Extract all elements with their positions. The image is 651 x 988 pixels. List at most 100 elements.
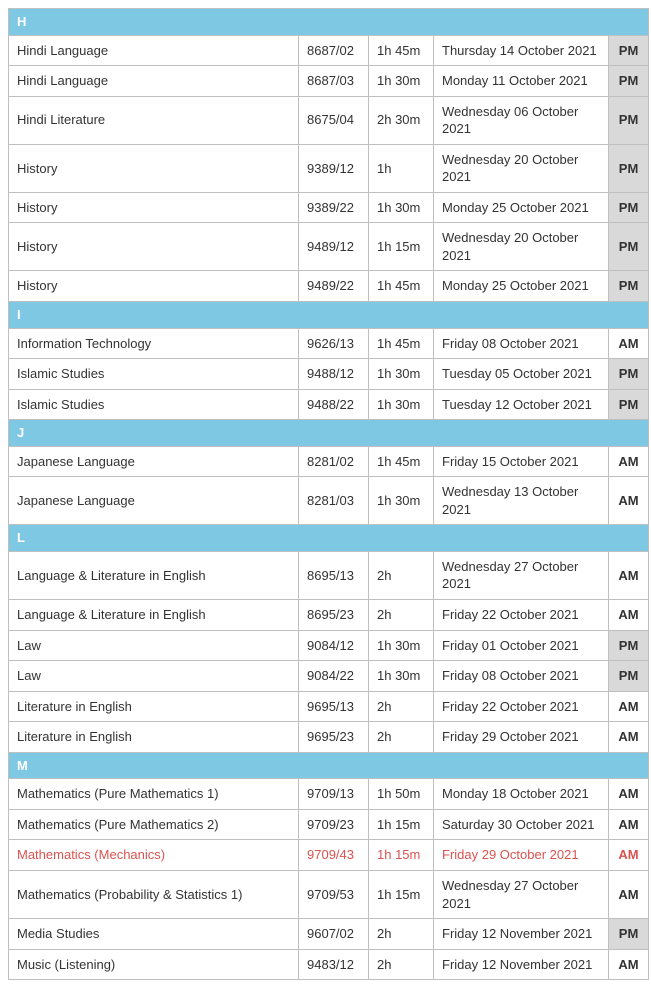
duration-cell: 2h [369, 722, 434, 753]
table-row: Mathematics (Pure Mathematics 1)9709/131… [9, 779, 649, 810]
subject-cell: History [9, 144, 299, 192]
date-cell: Monday 11 October 2021 [434, 66, 609, 97]
session-cell: AM [609, 722, 649, 753]
date-cell: Friday 29 October 2021 [434, 840, 609, 871]
code-cell: 9626/13 [299, 328, 369, 359]
session-cell: PM [609, 223, 649, 271]
subject-cell: Mathematics (Pure Mathematics 2) [9, 809, 299, 840]
code-cell: 8281/02 [299, 446, 369, 477]
duration-cell: 2h [369, 691, 434, 722]
duration-cell: 2h [369, 919, 434, 950]
date-cell: Friday 08 October 2021 [434, 661, 609, 692]
code-cell: 9695/23 [299, 722, 369, 753]
code-cell: 9489/12 [299, 223, 369, 271]
date-cell: Monday 25 October 2021 [434, 271, 609, 302]
code-cell: 9389/22 [299, 192, 369, 223]
exam-timetable: HHindi Language8687/021h 45mThursday 14 … [8, 8, 649, 980]
date-cell: Friday 12 November 2021 [434, 919, 609, 950]
date-cell: Friday 12 November 2021 [434, 949, 609, 980]
session-cell: PM [609, 271, 649, 302]
duration-cell: 1h 45m [369, 271, 434, 302]
duration-cell: 2h [369, 600, 434, 631]
duration-cell: 1h 45m [369, 328, 434, 359]
subject-cell: Mathematics (Probability & Statistics 1) [9, 870, 299, 918]
duration-cell: 2h [369, 551, 434, 599]
subject-cell: Literature in English [9, 722, 299, 753]
table-row: Islamic Studies9488/121h 30mTuesday 05 O… [9, 359, 649, 390]
session-cell: AM [609, 446, 649, 477]
subject-cell: History [9, 271, 299, 302]
code-cell: 8281/03 [299, 477, 369, 525]
subject-cell: Hindi Literature [9, 96, 299, 144]
section-header: J [9, 420, 649, 447]
table-row: History9489/221h 45mMonday 25 October 20… [9, 271, 649, 302]
duration-cell: 1h 45m [369, 35, 434, 66]
duration-cell: 1h 30m [369, 389, 434, 420]
date-cell: Tuesday 12 October 2021 [434, 389, 609, 420]
duration-cell: 1h 30m [369, 359, 434, 390]
code-cell: 9488/22 [299, 389, 369, 420]
table-row: History9389/121hWednesday 20 October 202… [9, 144, 649, 192]
subject-cell: Language & Literature in English [9, 600, 299, 631]
date-cell: Tuesday 05 October 2021 [434, 359, 609, 390]
subject-cell: Mathematics (Pure Mathematics 1) [9, 779, 299, 810]
section-header: L [9, 525, 649, 552]
duration-cell: 1h 30m [369, 66, 434, 97]
code-cell: 9389/12 [299, 144, 369, 192]
section-header: H [9, 9, 649, 36]
duration-cell: 2h [369, 949, 434, 980]
table-row: Language & Literature in English8695/232… [9, 600, 649, 631]
date-cell: Friday 29 October 2021 [434, 722, 609, 753]
duration-cell: 2h 30m [369, 96, 434, 144]
date-cell: Friday 08 October 2021 [434, 328, 609, 359]
session-cell: PM [609, 192, 649, 223]
table-row: Mathematics (Pure Mathematics 2)9709/231… [9, 809, 649, 840]
section-letter: I [9, 302, 649, 329]
code-cell: 8687/02 [299, 35, 369, 66]
date-cell: Monday 25 October 2021 [434, 192, 609, 223]
code-cell: 9709/23 [299, 809, 369, 840]
table-row: Language & Literature in English8695/132… [9, 551, 649, 599]
subject-cell: Literature in English [9, 691, 299, 722]
session-cell: PM [609, 630, 649, 661]
table-row: Literature in English9695/132hFriday 22 … [9, 691, 649, 722]
session-cell: PM [609, 144, 649, 192]
session-cell: AM [609, 477, 649, 525]
duration-cell: 1h 30m [369, 192, 434, 223]
table-row: Islamic Studies9488/221h 30mTuesday 12 O… [9, 389, 649, 420]
duration-cell: 1h 15m [369, 840, 434, 871]
table-row: Law9084/221h 30mFriday 08 October 2021PM [9, 661, 649, 692]
subject-cell: Japanese Language [9, 477, 299, 525]
date-cell: Friday 22 October 2021 [434, 691, 609, 722]
date-cell: Thursday 14 October 2021 [434, 35, 609, 66]
date-cell: Wednesday 20 October 2021 [434, 144, 609, 192]
table-row: Mathematics (Probability & Statistics 1)… [9, 870, 649, 918]
session-cell: AM [609, 328, 649, 359]
code-cell: 9488/12 [299, 359, 369, 390]
code-cell: 8675/04 [299, 96, 369, 144]
date-cell: Friday 15 October 2021 [434, 446, 609, 477]
section-letter: J [9, 420, 649, 447]
session-cell: PM [609, 389, 649, 420]
subject-cell: Hindi Language [9, 66, 299, 97]
code-cell: 9695/13 [299, 691, 369, 722]
session-cell: PM [609, 661, 649, 692]
session-cell: AM [609, 809, 649, 840]
duration-cell: 1h 30m [369, 661, 434, 692]
subject-cell: Language & Literature in English [9, 551, 299, 599]
table-row: Literature in English9695/232hFriday 29 … [9, 722, 649, 753]
duration-cell: 1h 50m [369, 779, 434, 810]
session-cell: AM [609, 949, 649, 980]
code-cell: 9483/12 [299, 949, 369, 980]
date-cell: Friday 01 October 2021 [434, 630, 609, 661]
subject-cell: Mathematics (Mechanics) [9, 840, 299, 871]
subject-cell: Islamic Studies [9, 389, 299, 420]
code-cell: 9084/22 [299, 661, 369, 692]
subject-cell: Media Studies [9, 919, 299, 950]
date-cell: Wednesday 27 October 2021 [434, 551, 609, 599]
session-cell: PM [609, 66, 649, 97]
session-cell: PM [609, 919, 649, 950]
code-cell: 9084/12 [299, 630, 369, 661]
session-cell: PM [609, 35, 649, 66]
subject-cell: History [9, 192, 299, 223]
